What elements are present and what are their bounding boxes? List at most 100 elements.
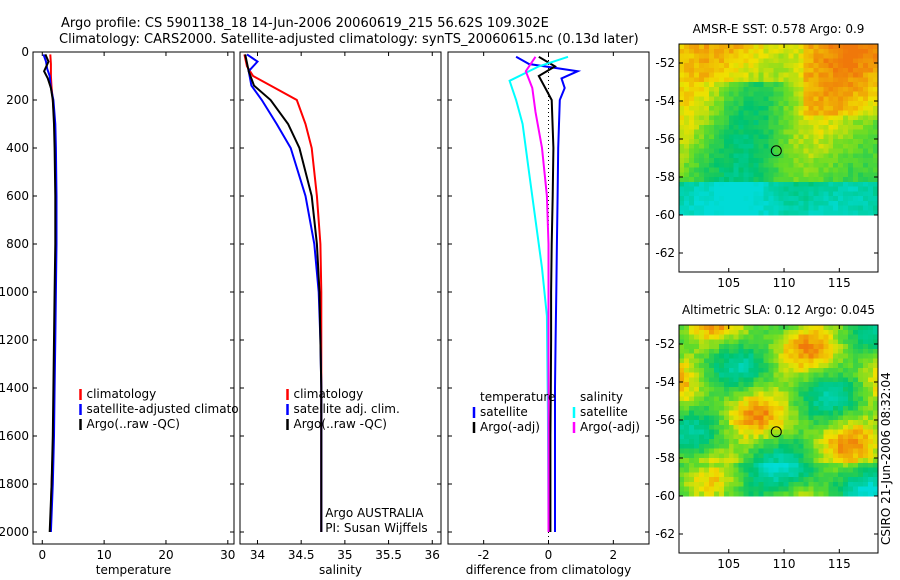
- sst-map-cell: [818, 191, 824, 197]
- sla-map-cell: [688, 491, 695, 497]
- difference-series-temperature-satellite: [515, 55, 582, 532]
- sst-map-cell: [823, 196, 829, 202]
- sst-map-cell: [798, 96, 804, 102]
- sst-map-cell: [853, 205, 859, 211]
- sla-map-cell: [853, 405, 859, 411]
- sst-map-cell: [683, 58, 690, 64]
- sst-map-cell: [708, 186, 715, 192]
- sla-map-cell: [743, 405, 749, 411]
- sla-map-cell: [873, 472, 879, 478]
- sst-map-cell: [853, 96, 859, 102]
- sla-map-cell: [848, 386, 854, 392]
- sst-map-cell: [793, 181, 799, 187]
- sla-map-cell: [753, 458, 759, 464]
- sst-map-cell: [798, 205, 804, 211]
- sst-map-cell: [823, 172, 829, 178]
- salinity-x-tick-label: 35.5: [375, 548, 402, 562]
- sla-map-cell: [808, 410, 814, 416]
- sst-map-cell: [813, 48, 819, 54]
- sla-map-cell: [783, 472, 789, 478]
- sla-map-cell: [793, 382, 799, 388]
- sla-map-cell: [873, 467, 879, 473]
- sst-map-cell: [708, 48, 715, 54]
- sla-map-cell: [753, 477, 759, 483]
- sla-map-cell: [863, 420, 869, 426]
- sst-map-cell: [679, 181, 685, 187]
- sla-map-cell: [788, 420, 794, 426]
- sst-map-cell: [788, 158, 794, 164]
- sla-map-cell: [718, 358, 725, 364]
- sst-map-cell: [683, 143, 690, 149]
- sla-map-cell: [723, 453, 730, 459]
- sla-map-cell: [728, 348, 735, 354]
- sla-map-cell: [738, 363, 744, 369]
- sst-map-cell: [873, 67, 879, 73]
- sst-map-cell: [873, 48, 879, 54]
- sla-map-cell: [828, 439, 834, 445]
- sla-map-cell: [723, 486, 730, 492]
- sla-map-cell: [718, 348, 725, 354]
- sst-map-cell: [713, 181, 720, 187]
- sla-map-cell: [823, 348, 829, 354]
- sla-map-cell: [738, 353, 744, 359]
- sla-map-cell: [718, 396, 725, 402]
- sla-map-cell: [679, 467, 685, 473]
- sla-map-cell: [718, 415, 725, 421]
- sst-map-cell: [748, 143, 754, 149]
- sla-map-cell: [748, 401, 754, 407]
- sst-map-cell: [838, 82, 844, 88]
- sla-map-cell: [768, 339, 774, 345]
- sla-map-cell: [688, 358, 695, 364]
- sst-map-cell: [783, 67, 789, 73]
- sla-map-cell: [858, 363, 864, 369]
- sst-map-cell: [798, 172, 804, 178]
- sla-map-cell: [723, 348, 730, 354]
- sst-map-cell: [733, 205, 739, 211]
- sst-map-cell: [718, 162, 725, 168]
- sst-map-cell: [783, 134, 789, 140]
- sst-map-cell: [828, 120, 834, 126]
- sst-map-cell: [708, 105, 715, 111]
- sla-map-cell: [803, 391, 809, 397]
- sla-map-cell: [683, 439, 690, 445]
- sla-map-cell: [713, 344, 720, 350]
- sst-map-cell: [828, 82, 834, 88]
- sst-map-cell: [783, 96, 789, 102]
- sst-map-cell: [838, 181, 844, 187]
- sst-map-cell: [693, 134, 700, 140]
- sst-map-cell: [778, 96, 784, 102]
- sst-map-cell: [783, 48, 789, 54]
- sla-map-cell: [818, 453, 824, 459]
- sla-map-cell: [803, 334, 809, 340]
- sst-map-cell: [858, 58, 864, 64]
- sst-map-cell: [698, 96, 705, 102]
- sla-map-cell: [778, 325, 784, 331]
- sst-map-cell: [728, 191, 735, 197]
- sla-map-cell: [788, 377, 794, 383]
- sst-map-cell: [828, 200, 834, 206]
- sla-map-cell: [748, 329, 754, 335]
- sst-map-cell: [788, 210, 794, 216]
- sst-map-cell: [683, 186, 690, 192]
- sla-map-cell: [733, 386, 739, 392]
- sst-map-cell: [713, 205, 720, 211]
- sst-map-cell: [703, 139, 710, 145]
- sst-map-cell: [793, 53, 799, 59]
- sst-map-cell: [818, 67, 824, 73]
- sst-map-cell: [833, 72, 839, 78]
- sst-map-cell: [783, 63, 789, 69]
- sst-map-cell: [723, 67, 730, 73]
- sla-map-cell: [688, 420, 695, 426]
- sst-map-cell: [679, 67, 685, 73]
- sst-map-cell: [873, 124, 879, 130]
- sst-map-cell: [858, 162, 864, 168]
- sst-map-cell: [813, 167, 819, 173]
- sst-map-cell: [813, 115, 819, 121]
- sst-map-cell: [873, 139, 879, 145]
- sst-map-cell: [718, 67, 725, 73]
- sst-map-cell: [728, 186, 735, 192]
- sla-map-cell: [758, 429, 764, 435]
- sla-map-cell: [773, 486, 779, 492]
- sst-map-cell: [778, 53, 784, 59]
- sst-map-cell: [763, 153, 769, 159]
